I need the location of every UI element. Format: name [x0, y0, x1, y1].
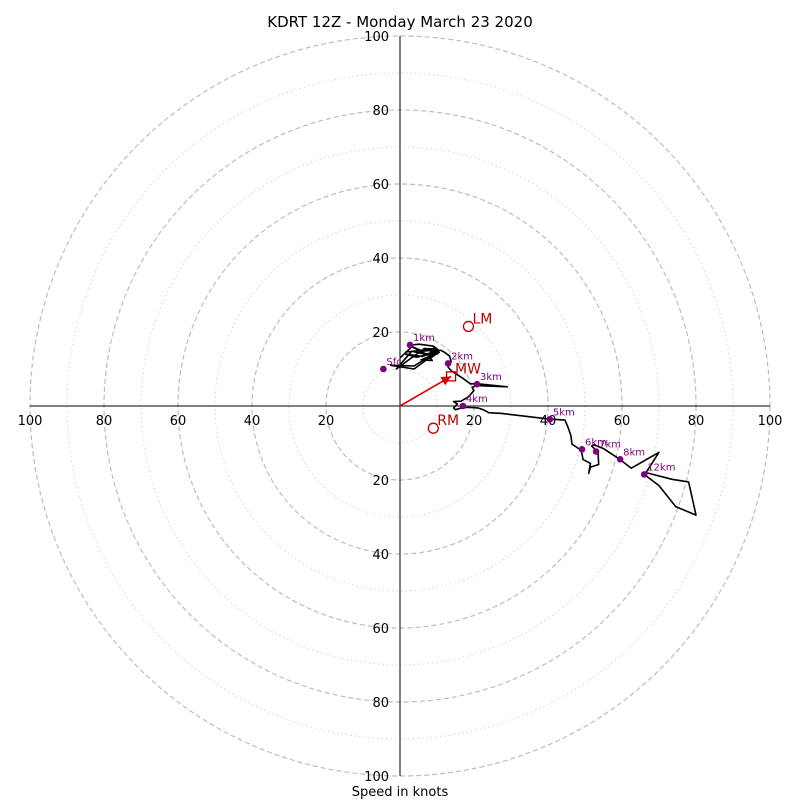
height-marker-point — [546, 416, 554, 423]
height-marker-point — [473, 380, 481, 388]
height-marker-point — [444, 360, 452, 367]
x-tick-label: 40 — [244, 414, 261, 429]
height-marker-point — [640, 471, 648, 478]
height-marker-label: 8km — [623, 447, 645, 458]
y-tick-label: 60 — [372, 178, 389, 193]
height-marker-label: 5km — [553, 407, 575, 418]
x-tick-label: 20 — [318, 414, 335, 429]
height-marker-label: 2km — [451, 351, 473, 362]
y-tick-label: 40 — [372, 252, 389, 267]
height-marker-label: 3km — [480, 372, 502, 383]
mean-wind-marker — [445, 371, 457, 382]
left-mover-label: LM — [472, 311, 492, 327]
y-tick-label: 100 — [364, 770, 389, 785]
hodograph-line — [389, 343, 697, 516]
height-marker-point — [616, 455, 624, 463]
mean-wind-label: MW — [455, 361, 481, 377]
height-marker-label: 4km — [466, 394, 488, 405]
y-tick-label: 80 — [372, 696, 389, 711]
height-marker-label: Sfc — [386, 357, 401, 368]
height-marker-label: 6km — [585, 437, 607, 448]
y-tick-label: 100 — [364, 30, 389, 45]
chart-title: KDRT 12Z - Monday March 23 2020 — [267, 13, 532, 31]
storm-motion: LM RM MW — [399, 311, 492, 434]
y-tick-label: 60 — [372, 622, 389, 637]
x-tick-label: 80 — [688, 414, 705, 429]
height-marker-point — [578, 445, 586, 453]
y-tick-label: 40 — [372, 548, 389, 563]
shear-vector-arrow — [399, 375, 452, 407]
y-tick-label: 20 — [372, 474, 389, 489]
x-tick-label: 60 — [170, 414, 187, 429]
x-tick-label: 100 — [18, 414, 43, 429]
y-tick-label: 20 — [372, 326, 389, 341]
height-marker-label: 7km — [599, 440, 621, 451]
height-marker-point — [592, 448, 600, 455]
y-tick-label: 80 — [372, 104, 389, 119]
x-tick-label: 60 — [614, 414, 631, 429]
tick-labels: 2020202040404040606060608080808010010010… — [18, 30, 783, 785]
right-mover-label: RM — [437, 413, 459, 429]
height-marker-label: 12km — [647, 462, 675, 473]
left-mover-marker — [462, 320, 475, 333]
x-tick-label: 100 — [758, 414, 783, 429]
x-tick-label: 80 — [96, 414, 113, 429]
x-axis-label: Speed in knots — [352, 785, 449, 800]
hodograph-series — [389, 343, 697, 516]
x-tick-label: 20 — [466, 414, 483, 429]
height-marker-point — [459, 402, 467, 410]
height-marker-point — [406, 341, 414, 349]
right-mover-marker — [427, 422, 439, 434]
height-marker-point — [380, 365, 387, 373]
height-marker-label: 1km — [413, 333, 435, 344]
